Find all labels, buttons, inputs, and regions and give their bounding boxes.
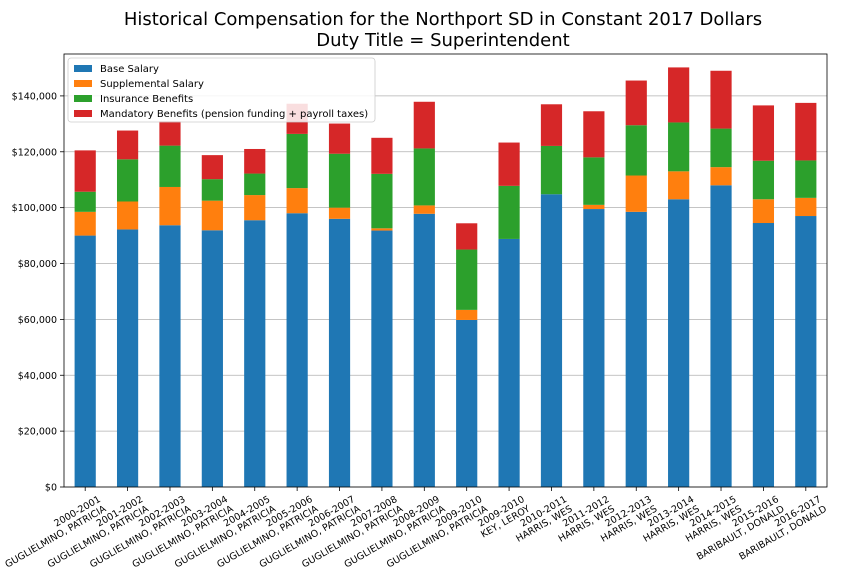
- bar-mandatory: [456, 223, 478, 250]
- y-tick-label: $80,000: [18, 259, 57, 270]
- legend-box: [67, 57, 376, 123]
- y-tick-label: $120,000: [12, 147, 57, 158]
- bar-supplemental: [328, 207, 351, 219]
- bar-base: [795, 216, 817, 487]
- chart-subtitle: Duty Title = Superintendent: [316, 30, 569, 51]
- bar-insurance: [540, 145, 563, 195]
- bar-insurance: [583, 157, 605, 205]
- bar-supplemental: [710, 167, 732, 186]
- bar-mandatory: [328, 123, 351, 154]
- bar-mandatory: [201, 155, 223, 180]
- bar-base: [159, 225, 181, 488]
- bar-supplemental: [668, 171, 690, 200]
- bar-mandatory: [668, 67, 690, 123]
- bar-base: [668, 199, 690, 487]
- bar-base: [710, 185, 732, 488]
- bar-base: [116, 229, 139, 487]
- bar-mandatory: [371, 137, 393, 174]
- bar-insurance: [668, 122, 690, 172]
- chart-title: Historical Compensation for the Northpor…: [124, 9, 762, 30]
- bar-supplemental: [244, 195, 266, 221]
- legend-swatch: [74, 80, 92, 87]
- bar-mandatory: [159, 121, 181, 146]
- bar-insurance: [710, 128, 732, 168]
- bar-supplemental: [286, 188, 308, 214]
- bar-insurance: [371, 173, 393, 229]
- bar-mandatory: [498, 142, 520, 186]
- bar-insurance: [625, 125, 647, 176]
- bar-supplemental: [413, 205, 435, 214]
- bar-base: [540, 194, 563, 487]
- bar-mandatory: [795, 102, 817, 161]
- bar-mandatory: [116, 130, 139, 160]
- bar-mandatory: [625, 80, 647, 126]
- bar-mandatory: [413, 101, 435, 149]
- bar-base: [328, 218, 351, 488]
- bar-insurance: [328, 153, 351, 208]
- legend-label: Mandatory Benefits (pension funding + pa…: [100, 109, 368, 120]
- bar-mandatory: [74, 150, 96, 192]
- grid: [64, 95, 827, 488]
- bar-insurance: [752, 160, 775, 200]
- legend-label: Base Salary: [100, 64, 159, 75]
- bar-mandatory: [710, 70, 732, 129]
- bar-base: [371, 230, 393, 488]
- bar-insurance: [201, 179, 223, 201]
- bar-insurance: [795, 160, 817, 198]
- bar-base: [286, 213, 308, 488]
- bar-insurance: [498, 185, 520, 239]
- bar-base: [752, 223, 775, 487]
- plot-frame: [63, 53, 828, 488]
- bar-base: [413, 213, 435, 488]
- bar-insurance: [159, 145, 181, 187]
- bar-insurance: [74, 191, 96, 212]
- bar-base: [625, 211, 647, 487]
- bar-supplemental: [625, 175, 647, 212]
- legend-label: Supplemental Salary: [100, 79, 204, 90]
- bar-base: [498, 238, 520, 487]
- y-tick-label: $140,000: [12, 91, 57, 102]
- bars: [74, 67, 817, 488]
- legend-swatch: [74, 110, 92, 117]
- bar-insurance: [413, 148, 435, 206]
- legend-swatch: [74, 65, 92, 72]
- bar-supplemental: [116, 201, 139, 230]
- y-tick-label: $20,000: [18, 427, 57, 438]
- bar-base: [583, 209, 605, 487]
- bar-mandatory: [752, 105, 775, 161]
- bar-mandatory: [540, 104, 563, 146]
- y-tick-label: $40,000: [18, 371, 57, 382]
- legend-label: Insurance Benefits: [100, 94, 193, 105]
- bar-mandatory: [583, 111, 605, 158]
- y-tick-label: $0: [45, 483, 57, 494]
- y-tick-label: $60,000: [18, 315, 57, 326]
- bar-insurance: [286, 133, 308, 189]
- bar-supplemental: [201, 200, 223, 231]
- bar-supplemental: [795, 197, 817, 217]
- bar-supplemental: [752, 199, 775, 224]
- bar-mandatory: [244, 148, 266, 174]
- bar-insurance: [244, 173, 266, 196]
- legend-swatch: [74, 95, 92, 102]
- bar-base: [456, 319, 478, 487]
- bar-supplemental: [74, 211, 96, 236]
- bar-insurance: [456, 249, 478, 310]
- bar-insurance: [116, 159, 139, 202]
- bar-base: [244, 220, 266, 487]
- bar-supplemental: [583, 204, 605, 210]
- bar-supplemental: [159, 186, 181, 226]
- y-tick-label: $100,000: [12, 203, 57, 214]
- bar-base: [74, 235, 96, 487]
- bar-base: [201, 230, 223, 488]
- bar-supplemental: [456, 309, 478, 320]
- legend: Base Salary Supplemental Salary Insurance …: [67, 57, 376, 123]
- bar-supplemental: [371, 228, 393, 231]
